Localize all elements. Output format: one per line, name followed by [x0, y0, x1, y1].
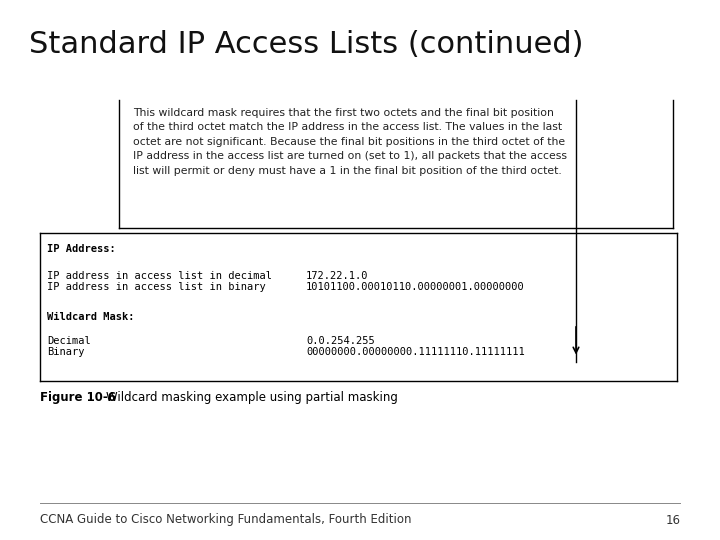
Text: Standard IP Access Lists (continued): Standard IP Access Lists (continued) — [29, 30, 583, 59]
Text: Figure 10-6: Figure 10-6 — [40, 392, 116, 404]
Text: 172.22.1.0: 172.22.1.0 — [306, 271, 369, 281]
Text: 0.0.254.255: 0.0.254.255 — [306, 336, 374, 346]
Text: IP address in access list in decimal: IP address in access list in decimal — [47, 271, 272, 281]
Text: Binary: Binary — [47, 347, 84, 357]
Text: Wildcard Mask:: Wildcard Mask: — [47, 312, 135, 322]
Text: 00000000.00000000.11111110.11111111: 00000000.00000000.11111110.11111111 — [306, 347, 525, 357]
Text: 10101100.00010110.00000001.00000000: 10101100.00010110.00000001.00000000 — [306, 282, 525, 292]
Text: Decimal: Decimal — [47, 336, 91, 346]
Text: 16: 16 — [665, 514, 680, 526]
Text: IP address in access list in binary: IP address in access list in binary — [47, 282, 266, 292]
Text: IP Address:: IP Address: — [47, 244, 115, 254]
Text: Wildcard masking example using partial masking: Wildcard masking example using partial m… — [106, 392, 397, 404]
Text: CCNA Guide to Cisco Networking Fundamentals, Fourth Edition: CCNA Guide to Cisco Networking Fundament… — [40, 514, 411, 526]
Text: This wildcard mask requires that the first two octets and the final bit position: This wildcard mask requires that the fir… — [133, 108, 567, 176]
